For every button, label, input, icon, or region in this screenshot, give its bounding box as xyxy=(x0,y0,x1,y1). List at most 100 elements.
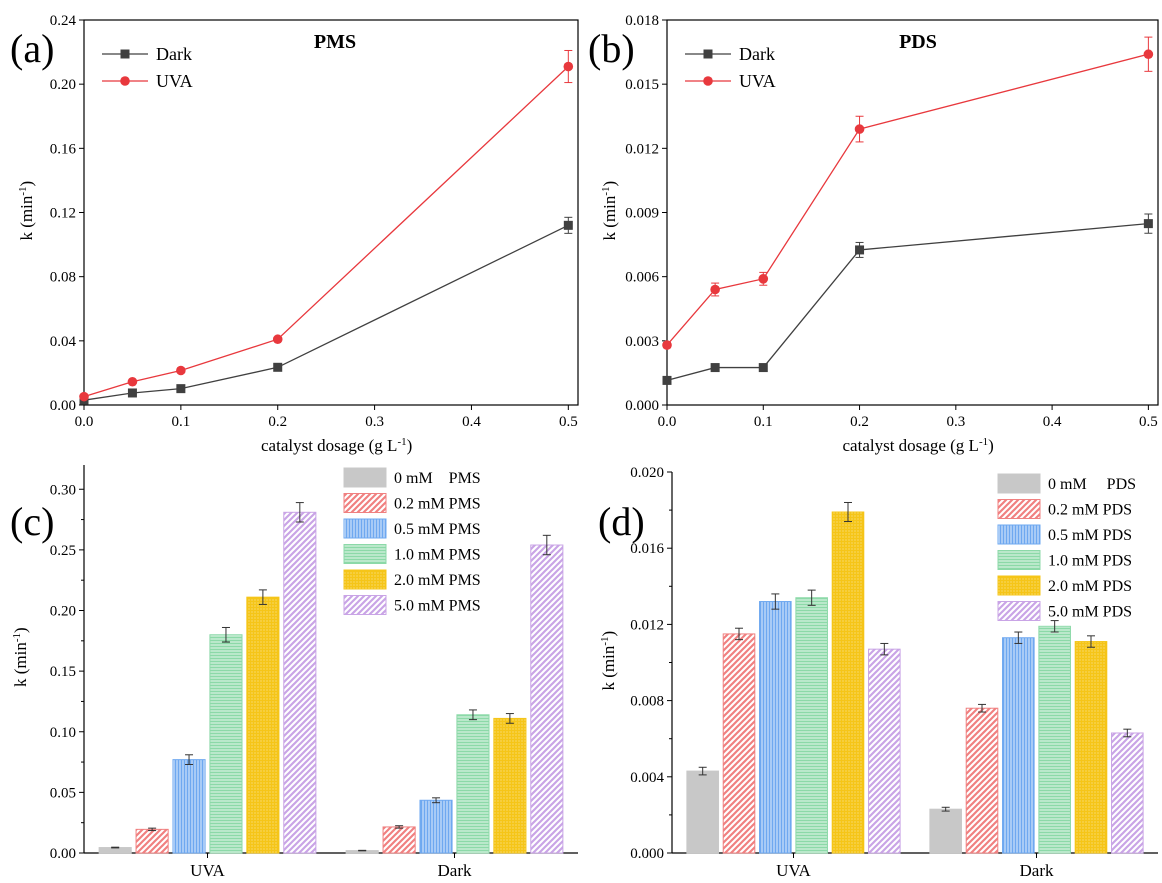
bar xyxy=(419,799,453,854)
bar xyxy=(686,770,719,854)
panel-label: (d) xyxy=(598,499,645,544)
panel-d: 0.000 0.004 0.008 0.012 0.016 0.020 k (min-1) (… xyxy=(598,465,1158,880)
data-point xyxy=(662,375,672,385)
data-point xyxy=(662,340,672,350)
legend-swatch xyxy=(343,467,387,488)
y-tick-label: 0.16 xyxy=(50,141,77,157)
data-point xyxy=(127,388,137,398)
panel-label: (a) xyxy=(10,26,54,71)
bar xyxy=(868,648,901,854)
data-point xyxy=(272,334,283,345)
legend-marker xyxy=(120,76,130,86)
legend-swatch xyxy=(997,499,1041,519)
y-tick-label: 0.20 xyxy=(50,604,76,620)
y-tick-label: 0.004 xyxy=(630,770,664,786)
y-axis-label: k (min-1) xyxy=(599,631,618,691)
x-tick-label: 0.3 xyxy=(365,414,384,430)
bar xyxy=(759,601,792,854)
data-point xyxy=(855,245,865,255)
bar xyxy=(929,808,962,854)
y-tick-label: 0.016 xyxy=(630,541,664,557)
x-tick-label: Dark xyxy=(1020,861,1054,880)
y-tick-label: 0.08 xyxy=(50,270,76,286)
x-tick-label: UVA xyxy=(776,861,811,880)
series-line-uva xyxy=(83,66,569,398)
legend-swatch xyxy=(997,575,1041,596)
legend-label: 0.5 mM PDS xyxy=(1048,527,1132,544)
data-point xyxy=(1143,219,1153,229)
legend-label: 2.0 mM PMS xyxy=(394,572,481,589)
legend-label: 0.5 mM PMS xyxy=(394,521,481,538)
y-tick-label: 0.009 xyxy=(625,206,659,222)
data-point xyxy=(176,365,186,376)
bar xyxy=(722,633,756,854)
x-tick-label: 0.1 xyxy=(754,414,773,430)
y-tick-label: 0.30 xyxy=(50,482,76,498)
y-tick-label: 0.24 xyxy=(50,13,77,29)
bar xyxy=(456,714,490,854)
y-axis-label: k (min-1) xyxy=(600,181,619,241)
data-point xyxy=(854,124,865,134)
x-tick-label: 0.5 xyxy=(559,414,578,430)
bar xyxy=(283,511,317,854)
panel-label: (b) xyxy=(588,26,635,71)
bar xyxy=(1002,637,1035,854)
y-tick-label: 0.00 xyxy=(50,846,76,862)
y-tick-label: 0.25 xyxy=(50,543,76,559)
y-tick-label: 0.020 xyxy=(630,465,664,481)
legend-label: UVA xyxy=(739,71,776,91)
y-tick-label: 0.12 xyxy=(50,206,76,222)
x-tick-label: 0.1 xyxy=(171,414,190,430)
y-tick-label: 0.015 xyxy=(625,77,659,93)
data-point xyxy=(176,384,186,394)
y-tick-label: 0.000 xyxy=(630,846,664,862)
data-point xyxy=(1143,49,1154,60)
legend-marker xyxy=(120,49,130,59)
legend-label: 2.0 mM PDS xyxy=(1048,578,1132,595)
bar xyxy=(172,759,206,854)
series-line-dark xyxy=(83,224,569,401)
y-tick-label: 0.20 xyxy=(50,77,76,93)
x-tick-label: UVA xyxy=(190,861,225,880)
data-point xyxy=(79,391,89,402)
legend-label: 0 mM PDS xyxy=(1048,476,1136,493)
x-tick-label: 0.5 xyxy=(1139,414,1158,430)
data-point xyxy=(127,376,138,387)
data-point xyxy=(710,284,720,295)
y-tick-label: 0.15 xyxy=(50,664,76,680)
data-point xyxy=(758,363,768,373)
data-point xyxy=(758,274,769,284)
bar xyxy=(209,634,243,854)
legend-label: 0.2 mM PMS xyxy=(394,496,481,513)
y-tick-label: 0.012 xyxy=(625,141,659,157)
series-line-uva xyxy=(666,53,1149,346)
y-tick-label: 0.04 xyxy=(50,334,77,350)
bar xyxy=(965,707,999,854)
legend-swatch xyxy=(343,569,387,590)
legend-swatch xyxy=(343,544,387,564)
x-tick-label: 0.2 xyxy=(850,414,869,430)
y-tick-label: 0.018 xyxy=(625,13,659,29)
y-tick-label: 0.10 xyxy=(50,725,76,741)
x-tick-label: 0.3 xyxy=(946,414,965,430)
legend-swatch xyxy=(997,550,1041,570)
x-tick-label: 0.0 xyxy=(75,414,94,430)
panel-a: 0.0 0.1 0.2 0.3 0.4 0.5 0.00 0.04 0.08 0.12 0.16 0.… xyxy=(10,13,579,455)
y-tick-label: 0.008 xyxy=(630,694,664,710)
bar xyxy=(1111,732,1144,854)
data-point xyxy=(273,362,283,372)
panel-label: (c) xyxy=(10,499,54,544)
legend-swatch xyxy=(343,518,387,539)
bar xyxy=(135,828,169,854)
y-tick-label: 0.006 xyxy=(625,270,659,286)
legend-label: 5.0 mM PMS xyxy=(394,598,481,615)
legend-swatch xyxy=(997,473,1041,494)
legend-marker xyxy=(703,49,713,59)
bar xyxy=(1038,625,1071,854)
legend-label: 1.0 mM PMS xyxy=(394,547,481,564)
x-tick-label: 0.4 xyxy=(462,414,481,430)
x-tick-label: 0.2 xyxy=(268,414,287,430)
bar xyxy=(1074,641,1108,854)
data-point xyxy=(563,220,573,230)
y-tick-label: 0.003 xyxy=(625,334,659,350)
